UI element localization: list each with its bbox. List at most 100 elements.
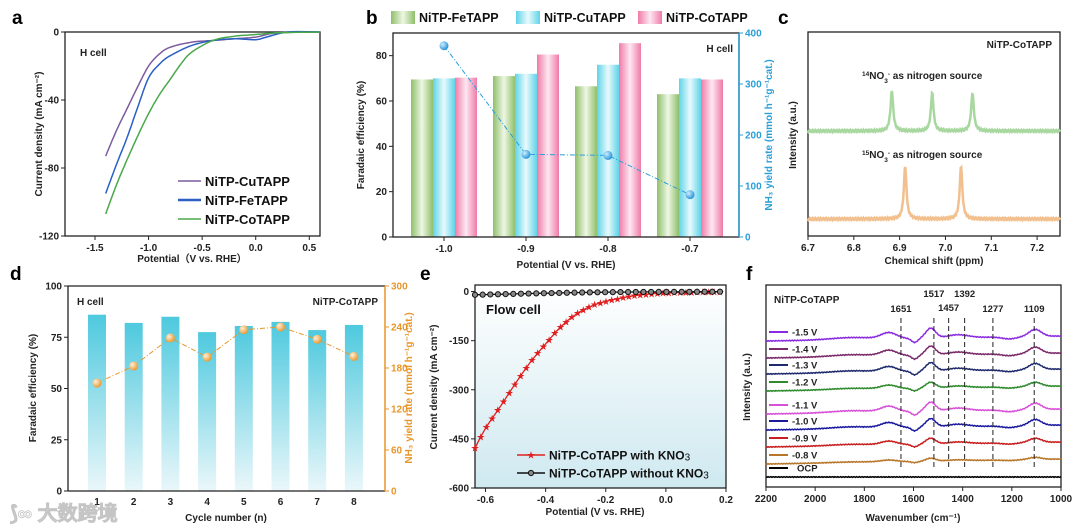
star-marker: ★: [636, 290, 645, 301]
star-marker: ★: [681, 288, 690, 299]
circle-marker: [502, 290, 509, 298]
legend-label: -1.1 V: [792, 401, 818, 412]
x-tick-label: 1000: [1050, 494, 1073, 505]
bar-nitp-cotapp: [619, 43, 641, 238]
x-tick-label: 7.2: [1030, 243, 1044, 254]
bar-nitp-cotapp: [455, 77, 477, 237]
circle-marker: [716, 288, 724, 295]
bar-faradaic-efficiency: [124, 322, 143, 491]
y-tick-label: 300: [391, 282, 408, 293]
x-tick-label: 4: [204, 497, 210, 508]
bar-faradaic-efficiency: [161, 316, 180, 491]
x-axis-label: Wavenumber (cm⁻¹): [866, 513, 961, 524]
star-marker: ★: [704, 288, 713, 299]
y-tick-label: -600: [449, 484, 469, 495]
y-tick-label: 0: [745, 233, 751, 244]
bar-nitp-cutapp: [597, 64, 619, 237]
x-tick-label: 6.8: [847, 243, 861, 254]
ir-spectrum: [765, 361, 1062, 377]
plot-frame: [474, 284, 727, 489]
star-marker: ★: [476, 432, 485, 443]
star-marker: ★: [630, 291, 639, 302]
bar-faradaic-efficiency: [198, 332, 217, 491]
yield-point: [439, 41, 449, 51]
y-axis-label: Intensity (a.u.): [742, 353, 753, 421]
star-marker: ★: [539, 342, 548, 353]
x-tick-label: -0.5: [194, 243, 212, 254]
star-marker: ★: [602, 297, 611, 308]
circle-marker: [548, 289, 555, 297]
legend-label: NiTP-CoTAPP without KNO3: [549, 467, 709, 482]
ir-spectrum: [765, 401, 1062, 417]
legend-marker: ★: [527, 451, 536, 462]
legend-swatch: [638, 11, 662, 24]
ir-spectrum: [765, 327, 1062, 344]
plot-frame: [807, 31, 1061, 237]
y-tick-label: 100: [45, 282, 62, 293]
ir-spectrum: [765, 475, 1062, 479]
y-tick-label: 25: [51, 435, 63, 446]
y-tick-label: 0: [53, 28, 59, 39]
circle-marker: [655, 288, 662, 296]
nmr-spectrum: [806, 90, 1062, 135]
yield-point: [276, 322, 285, 332]
star-marker: ★: [488, 414, 497, 425]
legend-label: OCP: [797, 464, 818, 475]
x-tick-label: -1.0: [435, 244, 453, 255]
series-line-nitp-cotapp: [104, 31, 321, 215]
bar-faradaic-efficiency: [234, 325, 253, 491]
legend-label: NiTP-CuTAPP: [205, 174, 290, 189]
yield-point: [165, 333, 175, 343]
legend-label: -1.4 V: [792, 345, 818, 356]
x-tick-label: -0.6: [477, 495, 495, 506]
y-axis-label: NH₃ yield rate (mmol h⁻¹g⁻¹cat.): [764, 59, 775, 210]
y-tick-label: 180: [391, 364, 408, 375]
x-tick-label: 1400: [952, 494, 975, 505]
y-tick-label: 400: [745, 29, 762, 40]
nmr-spectrum: [806, 164, 1062, 223]
y-tick-label: -40: [45, 96, 60, 107]
y-tick-label: -80: [45, 164, 60, 175]
legend-label: NiTP-CoTAPP with KNO3: [549, 449, 691, 464]
x-tick-label: 6.7: [801, 243, 815, 254]
y-tick-label: 240: [391, 323, 408, 334]
x-tick-label: 1800: [853, 494, 876, 505]
yield-point: [312, 334, 322, 344]
bar-faradaic-efficiency: [271, 321, 290, 491]
ir-spectrum: [765, 456, 1062, 466]
bar-nitp-fetapp: [575, 86, 597, 238]
star-marker: ★: [567, 313, 576, 324]
y-tick-label: 40: [376, 142, 388, 153]
circle-marker: [556, 289, 563, 297]
circle-marker: [693, 288, 701, 295]
y-axis-label: Intensity (a.u.): [788, 101, 799, 169]
ir-spectrum: [765, 345, 1062, 361]
x-tick-label: 2200: [755, 494, 778, 505]
y-axis-label: NH₃ yield rate (mmol h⁻¹g⁻¹cat.): [404, 312, 415, 463]
legend-label: -0.8 V: [792, 451, 818, 462]
annotation: H cell: [80, 48, 107, 59]
bar-nitp-fetapp: [657, 94, 679, 237]
circle-marker: [494, 291, 502, 298]
star-marker: ★: [533, 349, 542, 360]
circle-marker: [632, 288, 639, 296]
y-tick-label: 200: [745, 131, 762, 142]
x-tick-label: 7.1: [984, 243, 998, 254]
yield-point: [603, 150, 613, 160]
reference-label: 1651: [890, 304, 912, 315]
yield-point: [349, 351, 359, 361]
star-marker: ★: [619, 293, 628, 304]
spectrum-label: 14NO3- as nitrogen source: [862, 71, 983, 85]
y-axis-label: Faradaic efficiency (%): [356, 81, 367, 189]
x-tick-label: 2: [131, 497, 137, 508]
yield-line: [443, 45, 691, 196]
circle-marker: [609, 289, 616, 296]
circle-marker: [487, 291, 494, 298]
circle-marker: [479, 291, 486, 298]
x-tick-label: 7: [314, 497, 320, 508]
x-tick-label: 0.2: [719, 495, 733, 506]
annotation: NiTP-CoTAPP: [774, 295, 840, 306]
x-tick-label: -1.0: [140, 243, 158, 254]
circle-marker: [579, 289, 586, 296]
